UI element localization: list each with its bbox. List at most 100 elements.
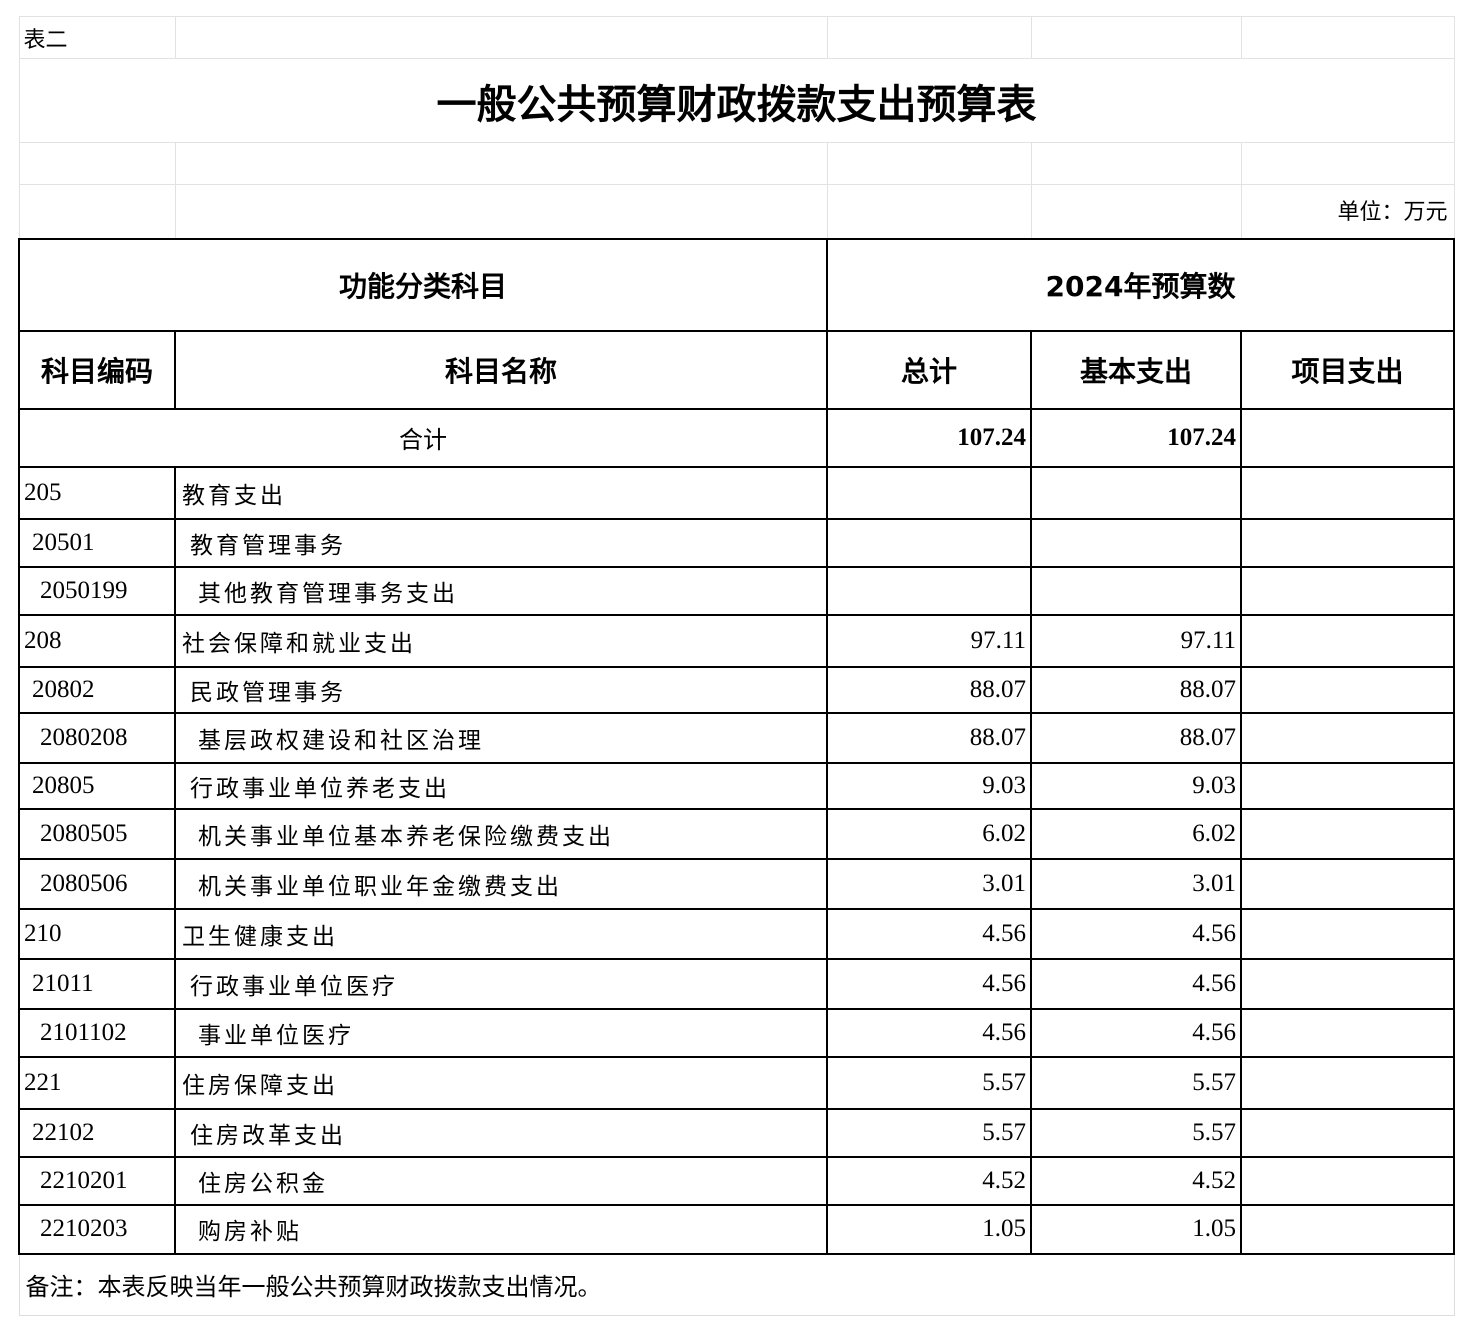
header-basic: 基本支出	[1030, 329, 1242, 410]
footnote: 备注：本表反映当年一般公共预算财政拨款支出情况。	[18, 1252, 1455, 1316]
row-basic	[1030, 517, 1242, 568]
row-basic: 88.07	[1030, 665, 1242, 714]
row-basic: 5.57	[1030, 1107, 1242, 1158]
table-row: 2210201 住房公积金 4.52 4.52	[18, 1155, 1455, 1206]
row-code: 22102	[18, 1107, 176, 1158]
row-basic: 88.07	[1030, 711, 1242, 764]
row-total: 1.05	[826, 1203, 1032, 1255]
unit-label: 单位：万元	[1240, 184, 1455, 239]
summary-label: 合计	[18, 407, 828, 468]
row-project	[1240, 711, 1455, 764]
row-code: 221	[18, 1055, 176, 1110]
row-basic	[1030, 465, 1242, 520]
table-row: 20802 民政管理事务 88.07 88.07	[18, 665, 1455, 714]
table-row: 20805 行政事业单位养老支出 9.03 9.03	[18, 761, 1455, 810]
table-row: 208 社会保障和就业支出 97.11 97.11	[18, 613, 1455, 668]
row-code: 205	[18, 465, 176, 520]
row-project	[1240, 465, 1455, 520]
row-project	[1240, 613, 1455, 668]
row-basic	[1030, 565, 1242, 616]
row-project	[1240, 1203, 1455, 1255]
summary-row: 合计 107.24 107.24	[18, 407, 1455, 468]
header-project: 项目支出	[1240, 329, 1455, 410]
summary-total: 107.24	[826, 407, 1032, 468]
row-code: 2080208	[18, 711, 176, 764]
row-total: 4.52	[826, 1155, 1032, 1206]
row-project	[1240, 1155, 1455, 1206]
row-name: 住房保障支出	[174, 1055, 828, 1110]
row-name: 教育管理事务	[174, 517, 828, 568]
table-row: 20501 教育管理事务	[18, 517, 1455, 568]
row-code: 20802	[18, 665, 176, 714]
table-row: 2210203 购房补贴 1.05 1.05	[18, 1203, 1455, 1255]
row-total: 88.07	[826, 665, 1032, 714]
row-project	[1240, 565, 1455, 616]
row-project	[1240, 907, 1455, 960]
row-name: 购房补贴	[174, 1203, 828, 1255]
row-name: 教育支出	[174, 465, 828, 520]
row-project	[1240, 665, 1455, 714]
row-basic: 4.56	[1030, 1007, 1242, 1058]
row-total	[826, 465, 1032, 520]
row-code: 2080506	[18, 857, 176, 910]
row-name: 行政事业单位养老支出	[174, 761, 828, 810]
page-title: 一般公共预算财政拨款支出预算表	[18, 58, 1455, 143]
row-project	[1240, 957, 1455, 1010]
table-row: 2080505 机关事业单位基本养老保险缴费支出 6.02 6.02	[18, 807, 1455, 860]
row-name: 住房改革支出	[174, 1107, 828, 1158]
budget-sheet: 表二 一般公共预算财政拨款支出预算表 单位：万元 功能分类科目 2024年预算数…	[18, 16, 1455, 1316]
table-row: 221 住房保障支出 5.57 5.57	[18, 1055, 1455, 1110]
row-name: 机关事业单位基本养老保险缴费支出	[174, 807, 828, 860]
row-name: 卫生健康支出	[174, 907, 828, 960]
row-total: 3.01	[826, 857, 1032, 910]
row-code: 2101102	[18, 1007, 176, 1058]
header-code: 科目编码	[18, 329, 176, 410]
table-row: 22102 住房改革支出 5.57 5.57	[18, 1107, 1455, 1158]
row-basic: 9.03	[1030, 761, 1242, 810]
row-code: 208	[18, 613, 176, 668]
row-project	[1240, 517, 1455, 568]
row-name: 民政管理事务	[174, 665, 828, 714]
summary-project	[1240, 407, 1455, 468]
row-code: 20501	[18, 517, 176, 568]
row-project	[1240, 857, 1455, 910]
table-row: 2080506 机关事业单位职业年金缴费支出 3.01 3.01	[18, 857, 1455, 910]
sheet-label: 表二	[18, 16, 176, 59]
row-code: 2050199	[18, 565, 176, 616]
row-code: 20805	[18, 761, 176, 810]
row-basic: 3.01	[1030, 857, 1242, 910]
row-total: 88.07	[826, 711, 1032, 764]
table-row: 2050199 其他教育管理事务支出	[18, 565, 1455, 616]
row-project	[1240, 1007, 1455, 1058]
header-budget-2024: 2024年预算数	[826, 237, 1455, 332]
table-row: 205 教育支出	[18, 465, 1455, 520]
row-name: 行政事业单位医疗	[174, 957, 828, 1010]
row-basic: 5.57	[1030, 1055, 1242, 1110]
row-code: 2080505	[18, 807, 176, 860]
row-basic: 6.02	[1030, 807, 1242, 860]
table-row: 21011 行政事业单位医疗 4.56 4.56	[18, 957, 1455, 1010]
row-basic: 1.05	[1030, 1203, 1242, 1255]
row-basic: 97.11	[1030, 613, 1242, 668]
row-total: 5.57	[826, 1107, 1032, 1158]
header-total: 总计	[826, 329, 1032, 410]
row-code: 2210203	[18, 1203, 176, 1255]
row-total: 4.56	[826, 957, 1032, 1010]
row-total	[826, 517, 1032, 568]
table-row: 210 卫生健康支出 4.56 4.56	[18, 907, 1455, 960]
row-total: 5.57	[826, 1055, 1032, 1110]
row-name: 住房公积金	[174, 1155, 828, 1206]
row-project	[1240, 807, 1455, 860]
row-name: 基层政权建设和社区治理	[174, 711, 828, 764]
row-total: 97.11	[826, 613, 1032, 668]
row-total: 4.56	[826, 907, 1032, 960]
row-name: 事业单位医疗	[174, 1007, 828, 1058]
row-name: 其他教育管理事务支出	[174, 565, 828, 616]
row-name: 机关事业单位职业年金缴费支出	[174, 857, 828, 910]
header-name: 科目名称	[174, 329, 828, 410]
row-basic: 4.56	[1030, 907, 1242, 960]
table-row: 2101102 事业单位医疗 4.56 4.56	[18, 1007, 1455, 1058]
row-name: 社会保障和就业支出	[174, 613, 828, 668]
summary-basic: 107.24	[1030, 407, 1242, 468]
row-code: 210	[18, 907, 176, 960]
